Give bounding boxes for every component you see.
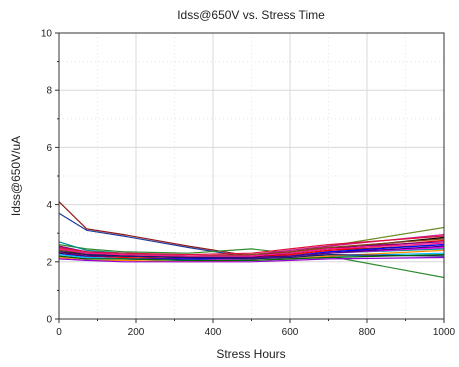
y-tick-label: 6 bbox=[46, 143, 52, 154]
x-axis-ticks: 0 200 400 600 800 1000 bbox=[56, 319, 456, 338]
series-line-19 bbox=[58, 254, 445, 261]
x-axis-label: Stress Hours bbox=[216, 347, 285, 361]
y-axis-label: Idss@650V/uA bbox=[9, 136, 23, 216]
y-tick-label: 2 bbox=[46, 257, 52, 268]
y-tick-label: 8 bbox=[46, 86, 52, 97]
grid bbox=[59, 33, 444, 319]
x-tick-label: 600 bbox=[282, 327, 299, 338]
series-line-16 bbox=[58, 235, 445, 256]
x-tick-label: 400 bbox=[205, 327, 222, 338]
series-line-17 bbox=[58, 251, 445, 260]
y-tick-label: 10 bbox=[41, 29, 53, 40]
y-axis-ticks: 0 2 4 6 8 10 bbox=[41, 29, 59, 326]
y-tick-label: 4 bbox=[46, 200, 52, 211]
chart-title: Idss@650V vs. Stress Time bbox=[177, 8, 325, 22]
x-tick-label: 0 bbox=[56, 327, 62, 338]
series-lines bbox=[58, 201, 445, 279]
x-tick-label: 1000 bbox=[433, 327, 456, 338]
series-line-20 bbox=[58, 242, 445, 257]
series-line-15 bbox=[58, 245, 445, 259]
x-tick-label: 200 bbox=[128, 327, 145, 338]
y-tick-label: 0 bbox=[46, 315, 52, 326]
series-line-18 bbox=[58, 256, 445, 263]
x-tick-label: 800 bbox=[359, 327, 376, 338]
